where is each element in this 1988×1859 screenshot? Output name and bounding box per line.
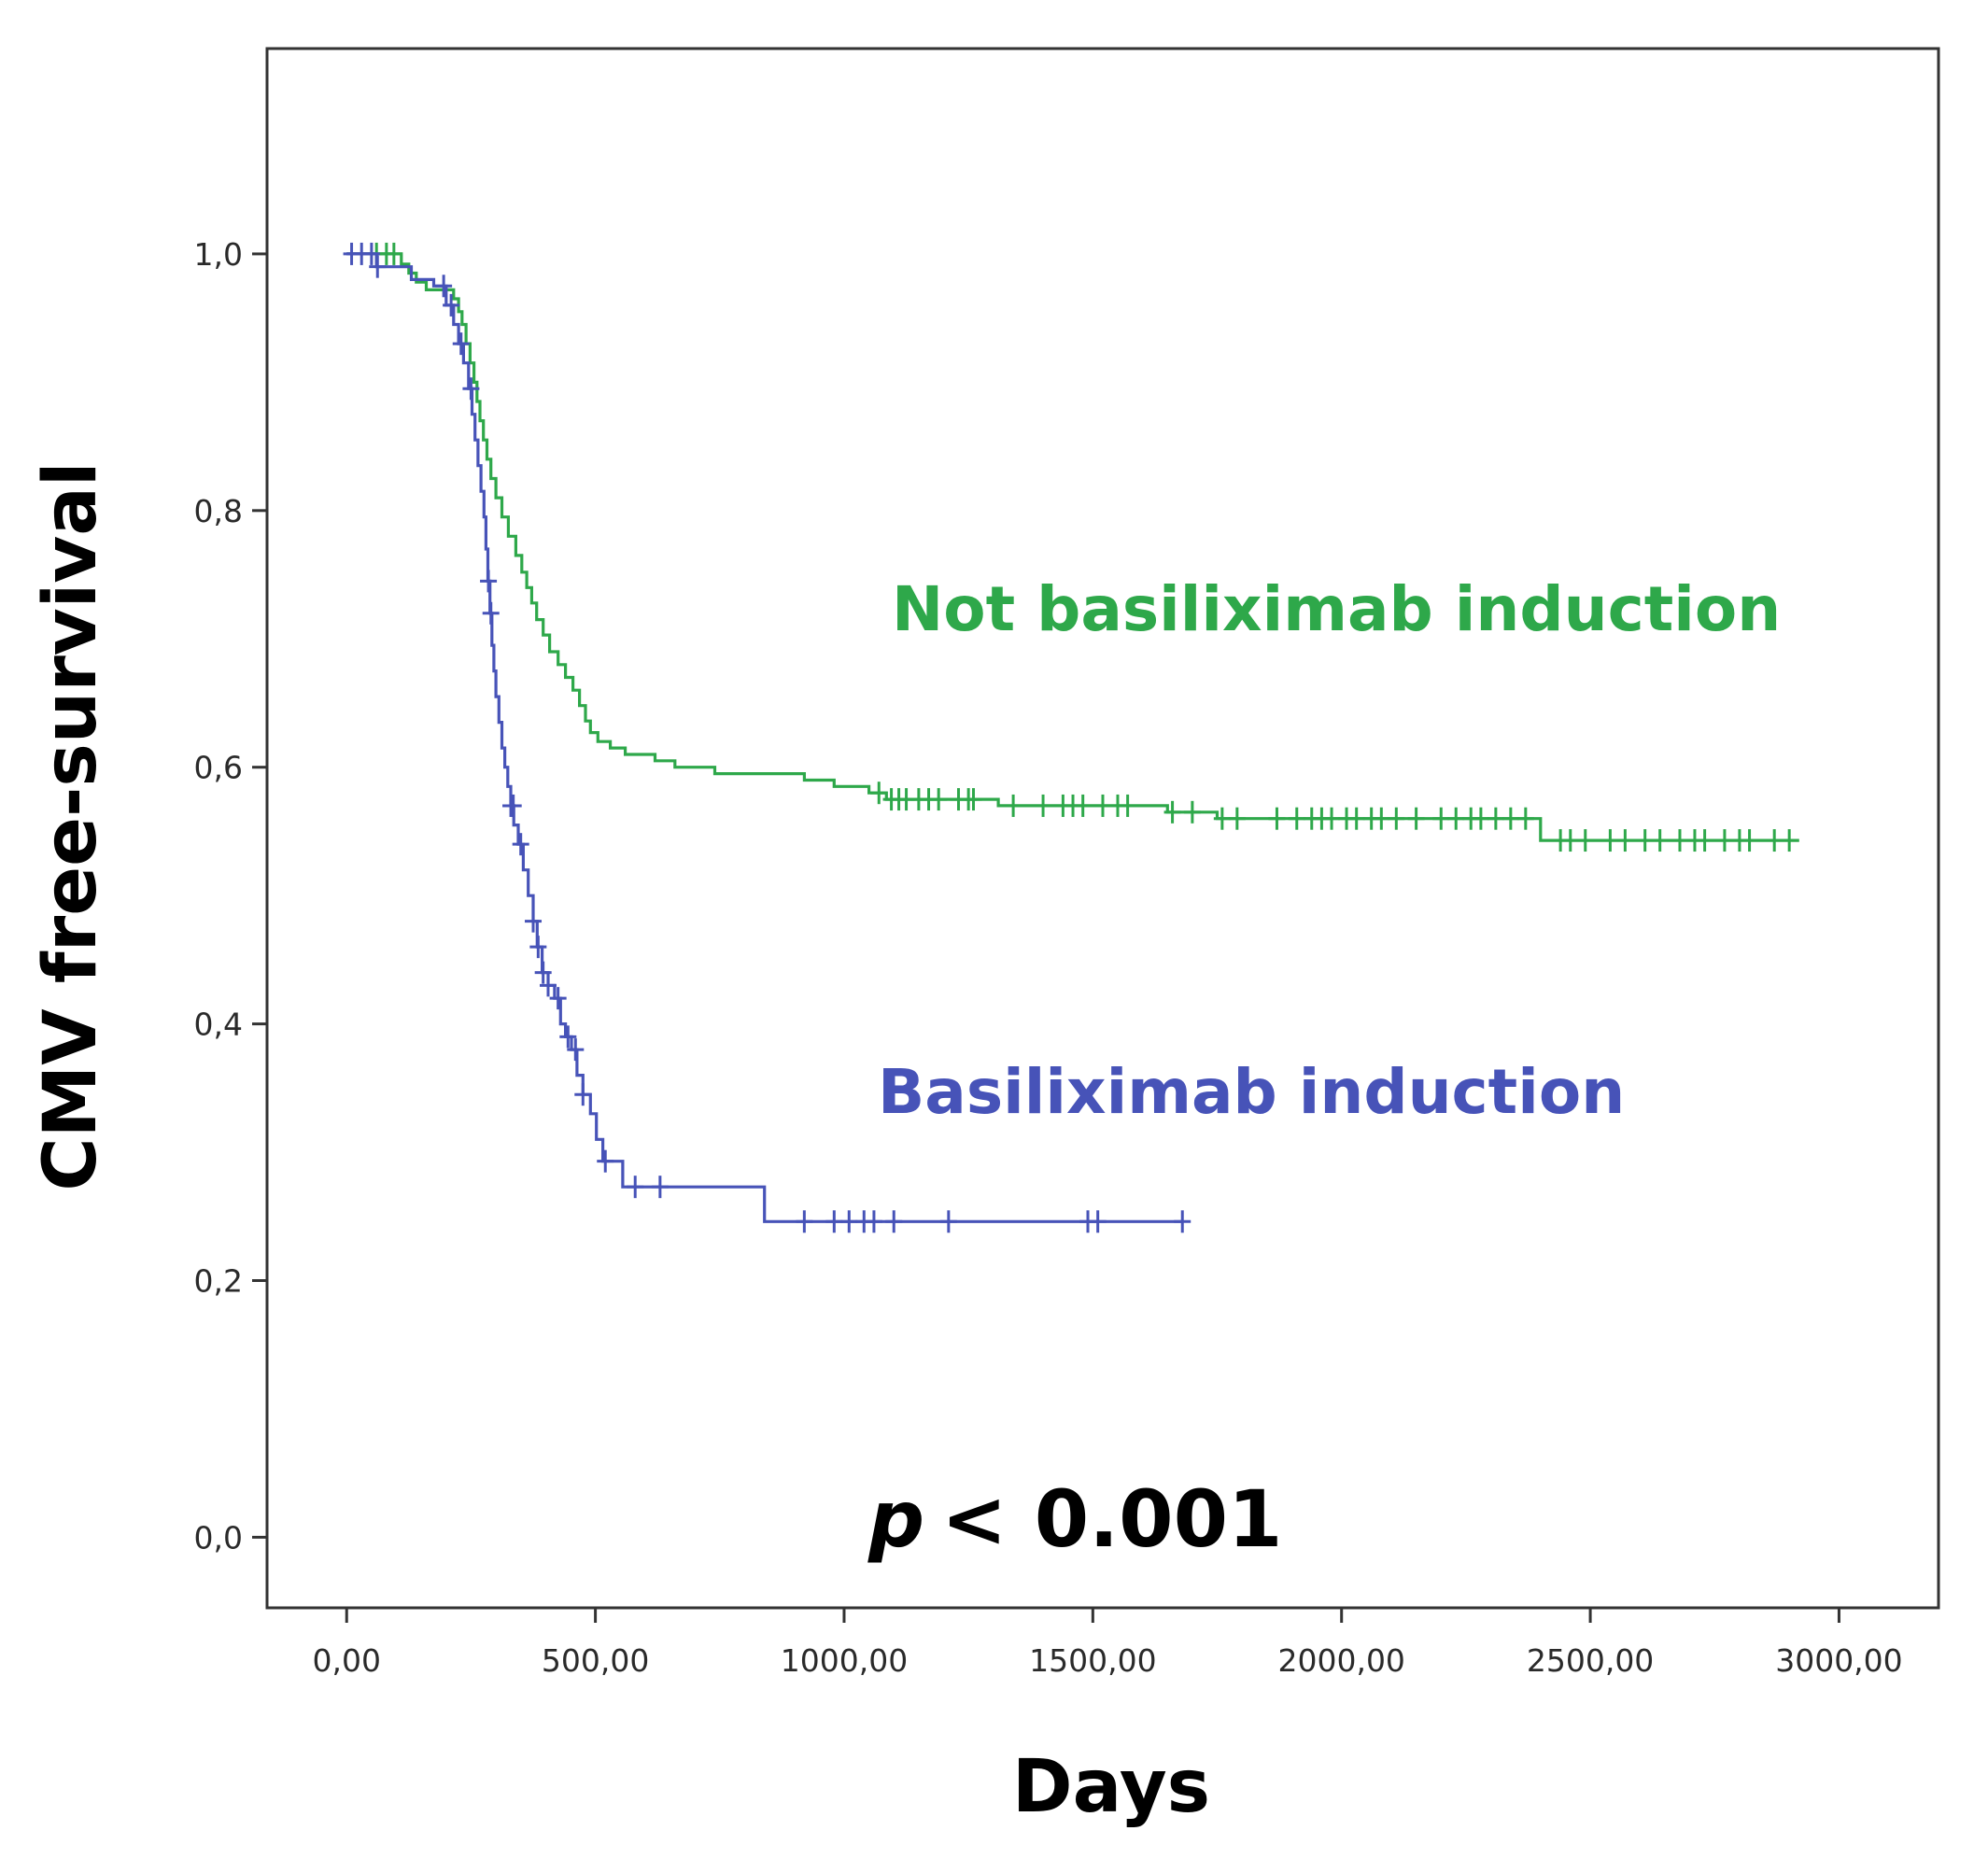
censor-mark-not-basiliximab xyxy=(1472,807,1489,830)
censor-mark-basiliximab xyxy=(825,1210,843,1233)
censor-mark-not-basiliximab xyxy=(1163,800,1181,824)
censor-mark-not-basiliximab xyxy=(1288,807,1305,830)
censor-mark-not-basiliximab xyxy=(1601,829,1619,852)
x-tick-label: 1000,00 xyxy=(781,1642,908,1679)
x-tick-label: 0,00 xyxy=(312,1642,380,1679)
censor-mark-basiliximab xyxy=(480,570,498,593)
p-value-text: < 0.001 xyxy=(941,1473,1282,1565)
series-layer xyxy=(343,242,1799,1233)
x-tick-label: 500,00 xyxy=(542,1642,649,1679)
censor-mark-not-basiliximab xyxy=(1447,807,1465,830)
y-axis-title: CMV free-survival xyxy=(29,461,113,1190)
censor-mark-not-basiliximab xyxy=(1616,829,1634,852)
y-tick-label: 0,8 xyxy=(194,493,243,529)
censor-mark-basiliximab xyxy=(369,255,387,278)
censor-mark-not-basiliximab xyxy=(1388,807,1405,830)
censor-mark-basiliximab xyxy=(462,377,480,401)
censor-mark-not-basiliximab xyxy=(1432,807,1450,830)
censor-mark-basiliximab xyxy=(504,794,522,817)
p-value-annotation: p < 0.001 xyxy=(867,1473,1282,1565)
censor-mark-basiliximab xyxy=(559,1025,577,1049)
censor-mark-not-basiliximab xyxy=(1781,829,1798,852)
censor-mark-not-basiliximab xyxy=(1373,807,1390,830)
censor-mark-not-basiliximab xyxy=(1696,829,1713,852)
y-tick-label: 0,4 xyxy=(194,1007,243,1043)
censor-mark-basiliximab xyxy=(362,242,380,265)
censor-mark-basiliximab xyxy=(549,987,567,1010)
censor-mark-basiliximab xyxy=(939,1210,957,1233)
y-tick-label: 1,0 xyxy=(194,236,243,273)
plot-frame xyxy=(265,47,1940,1610)
censor-mark-basiliximab xyxy=(627,1176,644,1199)
censor-mark-basiliximab xyxy=(865,1210,882,1233)
censor-mark-basiliximab xyxy=(512,833,529,856)
y-tick-label: 0,6 xyxy=(194,750,243,786)
censor-mark-basiliximab xyxy=(651,1176,669,1199)
censor-mark-not-basiliximab xyxy=(1074,794,1092,817)
censor-mark-not-basiliximab xyxy=(1516,807,1534,830)
censor-mark-basiliximab xyxy=(574,1083,592,1106)
censor-mark-basiliximab xyxy=(529,936,547,959)
censor-mark-not-basiliximab xyxy=(930,788,948,811)
censor-mark-basiliximab xyxy=(840,1210,858,1233)
censor-mark-not-basiliximab xyxy=(1268,807,1286,830)
censor-mark-not-basiliximab xyxy=(1094,794,1111,817)
censor-mark-basiliximab xyxy=(597,1149,614,1173)
censor-mark-not-basiliximab xyxy=(1035,794,1052,817)
censor-mark-basiliximab xyxy=(1089,1210,1107,1233)
p-value-symbol: p xyxy=(867,1473,924,1565)
km-curve-not-basiliximab xyxy=(346,252,1799,842)
x-tick-label: 1500,00 xyxy=(1029,1642,1156,1679)
censor-mark-basiliximab xyxy=(435,275,453,298)
censor-mark-not-basiliximab xyxy=(1005,794,1022,817)
censor-mark-not-basiliximab xyxy=(1119,794,1136,817)
censor-mark-not-basiliximab xyxy=(1502,807,1519,830)
censor-mark-not-basiliximab xyxy=(870,782,888,805)
x-axis: 0,00 500,00 1000,00 1500,00 2000,00 2500,00 30… xyxy=(312,1608,1903,1679)
censor-mark-basiliximab xyxy=(796,1210,813,1233)
x-tick-label: 2000,00 xyxy=(1277,1642,1404,1679)
censor-mark-basiliximab xyxy=(567,1038,585,1062)
censor-mark-not-basiliximab xyxy=(1323,807,1341,830)
censor-mark-basiliximab xyxy=(539,974,557,997)
censor-mark-basiliximab xyxy=(525,909,543,933)
censor-mark-not-basiliximab xyxy=(1576,829,1594,852)
y-axis: 0,0 0,2 0,4 0,6 0,8 1,0 xyxy=(194,236,267,1556)
censor-mark-not-basiliximab xyxy=(1228,807,1246,830)
censor-mark-not-basiliximab xyxy=(1636,829,1654,852)
censor-mark-not-basiliximab xyxy=(1715,829,1733,852)
x-tick-label: 3000,00 xyxy=(1775,1642,1902,1679)
y-tick-label: 0,0 xyxy=(194,1519,243,1556)
censor-mark-basiliximab xyxy=(452,332,470,356)
censor-mark-not-basiliximab xyxy=(1766,829,1784,852)
censor-mark-not-basiliximab xyxy=(1671,829,1688,852)
censor-mark-not-basiliximab xyxy=(1487,807,1504,830)
censor-mark-not-basiliximab xyxy=(1741,829,1758,852)
series-label-basiliximab: Basiliximab induction xyxy=(878,1056,1625,1128)
series-label-not-basiliximab: Not basiliximab induction xyxy=(892,573,1781,645)
censor-mark-not-basiliximab xyxy=(1183,800,1201,824)
x-axis-title: Days xyxy=(1012,1745,1210,1829)
y-tick-label: 0,2 xyxy=(194,1263,243,1300)
censor-mark-not-basiliximab xyxy=(1213,807,1231,830)
censor-mark-not-basiliximab xyxy=(1561,829,1579,852)
censor-mark-basiliximab xyxy=(885,1210,903,1233)
x-tick-label: 2500,00 xyxy=(1527,1642,1654,1679)
censor-mark-basiliximab xyxy=(1174,1210,1191,1233)
censor-mark-basiliximab xyxy=(534,961,552,984)
censor-mark-not-basiliximab xyxy=(965,788,982,811)
censor-mark-basiliximab xyxy=(443,293,460,317)
censor-mark-not-basiliximab xyxy=(385,242,402,265)
censor-mark-basiliximab xyxy=(482,601,500,625)
censor-mark-not-basiliximab xyxy=(1407,807,1425,830)
censor-mark-not-basiliximab xyxy=(1347,807,1365,830)
censor-mark-not-basiliximab xyxy=(1651,829,1669,852)
